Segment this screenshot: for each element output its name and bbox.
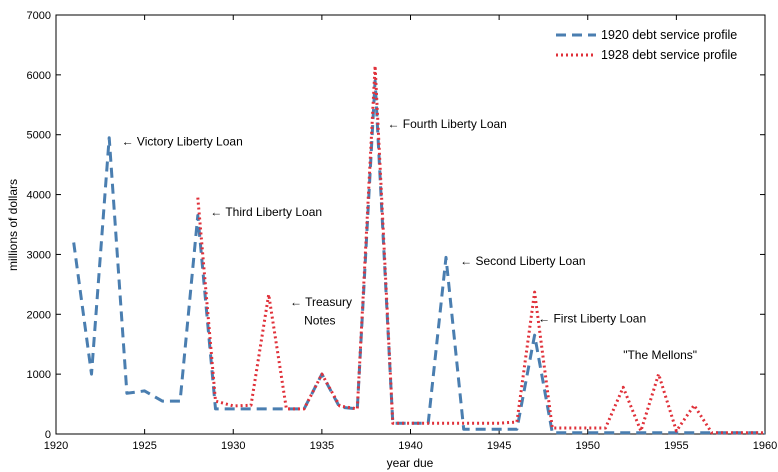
x-tick-label: 1960 — [753, 440, 777, 452]
x-tick-label: 1920 — [44, 440, 68, 452]
annotation-label: ← Second Liberty Loan — [460, 254, 585, 268]
x-tick-label: 1950 — [576, 440, 600, 452]
x-tick-label: 1925 — [132, 440, 156, 452]
axes: 1920 1925 1930 1935 1940 1945 1950 1955 1960 0 100… — [27, 10, 778, 452]
y-axis-label: millions of dollars — [6, 179, 20, 271]
x-tick-label: 1945 — [487, 440, 511, 452]
annotation-label: ← Treasury — [290, 295, 352, 309]
y-tick-label: 5000 — [27, 130, 51, 142]
y-tick-label: 7000 — [27, 10, 51, 22]
x-tick-label: 1940 — [398, 440, 422, 452]
annotation-label: "The Mellons" — [623, 348, 697, 362]
annotation-label: ← First Liberty Loan — [538, 312, 646, 326]
y-tick-label: 6000 — [27, 70, 51, 82]
x-tick-label: 1930 — [221, 440, 245, 452]
y-tick-label: 1000 — [27, 369, 51, 381]
legend-box — [548, 20, 760, 70]
annotations: ← Victory Liberty Loan ← Third Liberty Lo… — [122, 117, 698, 362]
legend-label-1928: 1928 debt service profile — [601, 48, 737, 62]
annotation-label: ← Third Liberty Loan — [210, 205, 322, 219]
annotation-label: ← Fourth Liberty Loan — [387, 117, 506, 131]
series-line-1920 — [72, 79, 765, 435]
x-axis-label: year due — [387, 456, 434, 470]
y-tick-label: 3000 — [27, 249, 51, 261]
legend-label-1920: 1920 debt service profile — [601, 28, 737, 42]
legend: 1920 debt service profile 1928 debt serv… — [548, 20, 760, 70]
annotation-label: ← Victory Liberty Loan — [122, 134, 243, 148]
plot-frame — [55, 14, 766, 435]
annotation-label: Notes — [304, 313, 335, 327]
x-tick-label: 1955 — [664, 440, 688, 452]
y-tick-label: 0 — [45, 429, 51, 441]
y-tick-label: 2000 — [27, 309, 51, 321]
y-tick-label: 4000 — [27, 190, 51, 202]
x-tick-label: 1935 — [310, 440, 334, 452]
series-lines — [72, 64, 765, 435]
